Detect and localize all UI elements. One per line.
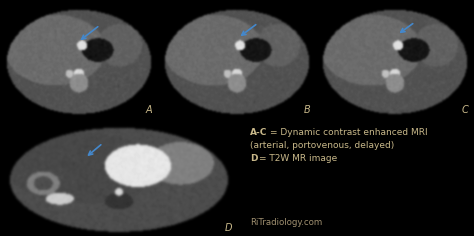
Text: D: D (250, 154, 257, 163)
Text: = Dynamic contrast enhanced MRI: = Dynamic contrast enhanced MRI (270, 128, 428, 137)
Text: A: A (146, 105, 152, 115)
Text: B: B (303, 105, 310, 115)
Text: = T2W MR image: = T2W MR image (259, 154, 337, 163)
Text: RiTradiology.com: RiTradiology.com (250, 218, 322, 227)
Text: D: D (225, 223, 232, 233)
Text: A-C: A-C (250, 128, 267, 137)
Text: C: C (461, 105, 468, 115)
Text: (arterial, portovenous, delayed): (arterial, portovenous, delayed) (250, 141, 394, 150)
